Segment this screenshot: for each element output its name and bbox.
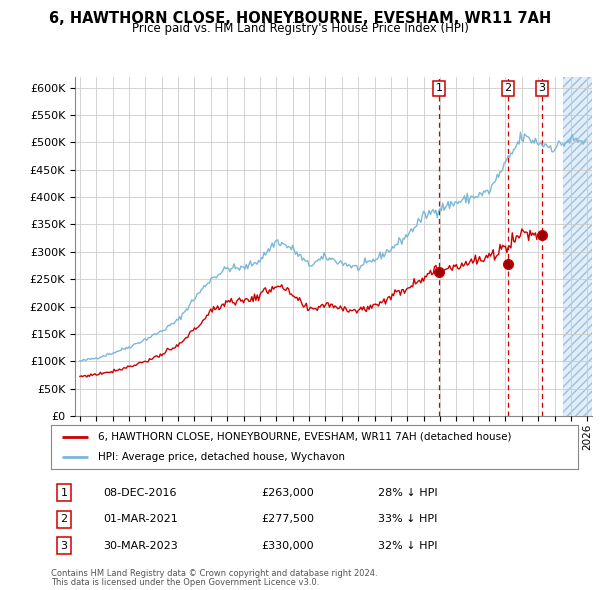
Text: 3: 3 xyxy=(539,84,545,93)
Text: 01-MAR-2021: 01-MAR-2021 xyxy=(104,514,178,524)
Text: 1: 1 xyxy=(436,84,442,93)
Text: 6, HAWTHORN CLOSE, HONEYBOURNE, EVESHAM, WR11 7AH: 6, HAWTHORN CLOSE, HONEYBOURNE, EVESHAM,… xyxy=(49,11,551,25)
Text: 1: 1 xyxy=(61,488,68,497)
Text: £330,000: £330,000 xyxy=(262,541,314,550)
Bar xyxy=(563,77,600,416)
Text: 6, HAWTHORN CLOSE, HONEYBOURNE, EVESHAM, WR11 7AH (detached house): 6, HAWTHORN CLOSE, HONEYBOURNE, EVESHAM,… xyxy=(98,432,512,442)
Text: £277,500: £277,500 xyxy=(262,514,315,524)
Text: 33% ↓ HPI: 33% ↓ HPI xyxy=(377,514,437,524)
Text: This data is licensed under the Open Government Licence v3.0.: This data is licensed under the Open Gov… xyxy=(51,578,319,587)
Text: 32% ↓ HPI: 32% ↓ HPI xyxy=(377,541,437,550)
Text: Price paid vs. HM Land Registry's House Price Index (HPI): Price paid vs. HM Land Registry's House … xyxy=(131,22,469,35)
Text: 08-DEC-2016: 08-DEC-2016 xyxy=(104,488,177,497)
Text: Contains HM Land Registry data © Crown copyright and database right 2024.: Contains HM Land Registry data © Crown c… xyxy=(51,569,377,578)
Text: £263,000: £263,000 xyxy=(262,488,314,497)
Text: 3: 3 xyxy=(61,541,68,550)
Text: 30-MAR-2023: 30-MAR-2023 xyxy=(104,541,178,550)
Text: 2: 2 xyxy=(505,84,512,93)
Text: 2: 2 xyxy=(61,514,68,524)
Bar xyxy=(563,77,600,416)
Text: 28% ↓ HPI: 28% ↓ HPI xyxy=(377,488,437,497)
Text: HPI: Average price, detached house, Wychavon: HPI: Average price, detached house, Wych… xyxy=(98,452,346,462)
